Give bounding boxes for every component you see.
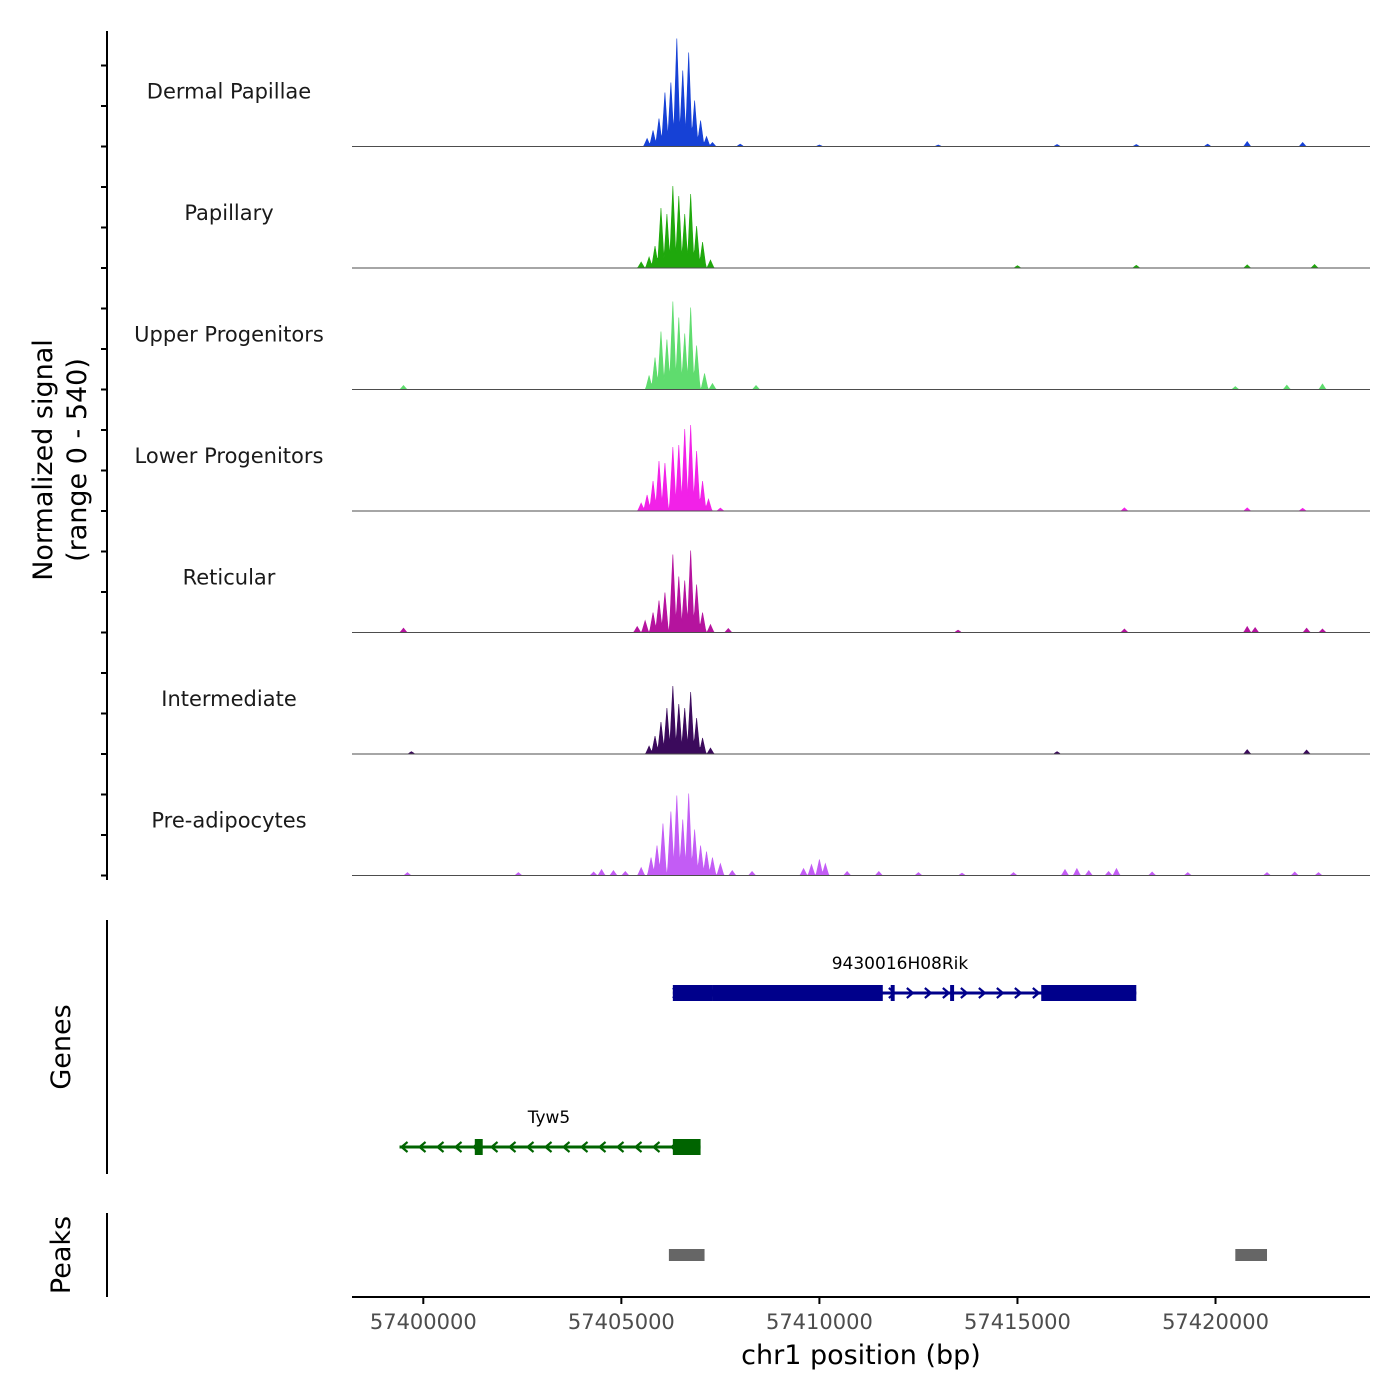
track-lower-progenitors: Lower Progenitors — [135, 424, 1370, 512]
strand-chevron — [924, 987, 933, 999]
strand-chevron — [399, 1141, 409, 1153]
x-tick-label: 57400000 — [370, 1310, 477, 1334]
strand-chevron — [906, 987, 915, 999]
y-axis-range-label: (range 0 - 540) — [62, 358, 93, 562]
x-tick-label: 57410000 — [766, 1310, 873, 1334]
strand-chevron — [960, 987, 969, 999]
genes-panel-title: Genes — [46, 1004, 77, 1089]
strand-chevron — [417, 1141, 427, 1153]
strand-chevron — [615, 1141, 625, 1153]
strand-chevron — [579, 1141, 589, 1153]
strand-chevron — [996, 987, 1005, 999]
peak-region — [1235, 1249, 1268, 1261]
track-intermediate: Intermediate — [161, 685, 1370, 755]
coverage-area-upper-progenitors — [352, 301, 1370, 391]
strand-chevron — [1014, 987, 1023, 999]
x-tick-label: 57405000 — [568, 1310, 675, 1334]
coverage-axis-ticks — [101, 64, 107, 877]
track-dermal-papillae: Dermal Papillae — [147, 38, 1370, 147]
strand-chevron — [507, 1141, 517, 1153]
track-label: Reticular — [183, 566, 276, 590]
peak-region — [668, 1249, 705, 1261]
strand-chevron — [489, 1141, 499, 1153]
x-axis-ticks: 57400000 57405000 57410000 57415000 57420000 — [370, 1297, 1269, 1334]
strand-chevron — [435, 1141, 445, 1153]
gene-exon — [672, 1139, 701, 1155]
peaks-panel-title: Peaks — [46, 1216, 77, 1294]
strand-chevron — [651, 1141, 661, 1153]
strand-chevron — [453, 1141, 463, 1153]
gene-annotations: 9430016H08Rik Tyw5 — [399, 954, 1137, 1155]
track-upper-progenitors: Upper Progenitors — [134, 301, 1370, 391]
peak-regions — [668, 1249, 1268, 1261]
strand-chevron — [525, 1141, 535, 1153]
x-axis-title: chr1 position (bp) — [741, 1340, 981, 1371]
coverage-area-dermal-papillae — [352, 38, 1370, 147]
genes-panel-title-group: Genes — [46, 1004, 77, 1089]
track-reticular: Reticular — [183, 550, 1370, 634]
strand-chevron — [942, 987, 951, 999]
coverage-area-pre-adipocytes — [352, 793, 1370, 877]
gene-exon — [712, 985, 883, 1001]
x-tick-label: 57415000 — [964, 1310, 1071, 1334]
strand-chevron — [633, 1141, 643, 1153]
peaks-panel-title-group: Peaks — [46, 1216, 77, 1294]
gene-exon — [1041, 985, 1137, 1001]
coverage-area-lower-progenitors — [352, 424, 1370, 512]
track-label: Lower Progenitors — [135, 444, 324, 468]
x-tick-label: 57420000 — [1162, 1310, 1269, 1334]
track-papillary: Papillary — [184, 185, 1370, 269]
gene-label: 9430016H08Rik — [832, 954, 969, 974]
y-axis-title: Normalized signal (range 0 - 540) — [28, 339, 93, 581]
gene-exon — [474, 1139, 483, 1155]
strand-chevron — [1032, 987, 1041, 999]
track-label: Upper Progenitors — [134, 323, 324, 347]
strand-chevron — [561, 1141, 571, 1153]
gene-tyw5: Tyw5 — [399, 1108, 701, 1155]
gene-exon — [672, 985, 713, 1001]
strand-chevron — [597, 1141, 607, 1153]
gene-label: Tyw5 — [527, 1108, 571, 1128]
coverage-area-intermediate — [352, 685, 1370, 755]
track-pre-adipocytes: Pre-adipocytes — [151, 793, 1370, 877]
coverage-tracks: Dermal Papillae Papillary Upper Progenitor… — [134, 38, 1370, 877]
strand-chevron — [978, 987, 987, 999]
track-label: Pre-adipocytes — [151, 809, 306, 833]
coverage-area-reticular — [352, 550, 1370, 634]
gene-exon — [890, 985, 895, 1001]
y-axis-label: Normalized signal — [28, 339, 59, 581]
gene-9430016h08rik: 9430016H08Rik — [672, 954, 1137, 1001]
track-label: Papillary — [184, 201, 273, 225]
coverage-area-papillary — [352, 185, 1370, 269]
strand-chevron — [543, 1141, 553, 1153]
gene-exon — [950, 985, 955, 1001]
track-label: Intermediate — [161, 687, 297, 711]
track-label: Dermal Papillae — [147, 80, 311, 104]
